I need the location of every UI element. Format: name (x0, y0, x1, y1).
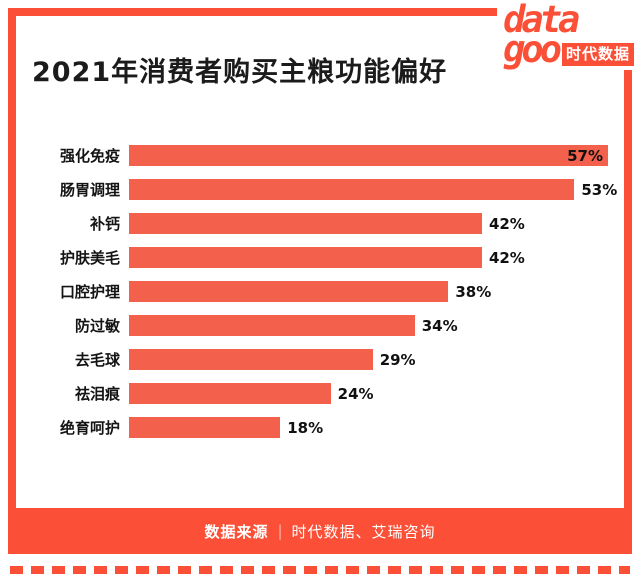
value-label: 18% (287, 418, 324, 437)
content-card: 2021年消费者购买主粮功能偏好 强化免疫 57% 肠胃调理 53% 补钙 42% 护肤美毛… (16, 16, 624, 508)
chart-row: 祛泪痕 24% (28, 383, 608, 404)
logo-badge: 时代数据 (561, 42, 634, 66)
chart-row: 肠胃调理 53% (28, 179, 617, 200)
bar (129, 247, 482, 268)
value-label: 29% (379, 350, 416, 369)
category-label: 口腔护理 (59, 283, 120, 301)
bar-track: 29% (129, 349, 608, 370)
value-label: 57% (567, 146, 603, 165)
category-label: 去毛球 (74, 351, 120, 369)
bar (129, 349, 373, 370)
chart-row: 口腔护理 38% (28, 281, 608, 302)
bar-track: 57% (129, 145, 608, 166)
bar-track: 34% (129, 315, 608, 336)
value-label: 24% (337, 384, 374, 403)
chart-row: 强化免疫 57% (28, 145, 608, 166)
bar (129, 213, 482, 234)
bar-track: 24% (129, 383, 608, 404)
chart-row: 护肤美毛 42% (28, 247, 608, 268)
chart-row: 绝育呵护 18% (28, 417, 608, 438)
category-label: 护肤美毛 (59, 249, 120, 267)
bar-track: 53% (129, 179, 617, 200)
chart-row: 补钙 42% (28, 213, 608, 234)
chart-row: 防过敏 34% (28, 315, 608, 336)
value-label: 42% (488, 248, 525, 267)
bar (129, 383, 331, 404)
value-label: 53% (581, 180, 618, 199)
orange-frame: 2021年消费者购买主粮功能偏好 强化免疫 57% 肠胃调理 53% 补钙 42% 护肤美毛… (8, 8, 632, 554)
brand-logo: data goo 时代数据 (497, 0, 636, 72)
bar (129, 315, 415, 336)
perforated-edge (10, 566, 630, 574)
source-label: 数据来源 (204, 522, 269, 541)
source-separator: | (277, 522, 283, 540)
value-label: 34% (421, 316, 458, 335)
category-label: 补钙 (89, 215, 120, 233)
category-label: 绝育呵护 (59, 419, 120, 437)
bar-chart: 强化免疫 57% 肠胃调理 53% 补钙 42% 护肤美毛 42% 口腔护理 38% 防过敏 34% 去… (28, 145, 617, 438)
logo-word-line2: goo (503, 28, 562, 72)
chart-rows: 强化免疫 57% 肠胃调理 53% 补钙 42% 护肤美毛 42% 口腔护理 38% 防过敏 34% 去… (28, 145, 617, 438)
bar: 57% (129, 145, 608, 166)
bar (129, 179, 575, 200)
bar (129, 417, 281, 438)
bar (129, 281, 449, 302)
logo-word-line1: data (503, 0, 580, 41)
category-label: 肠胃调理 (59, 181, 120, 199)
value-label: 42% (488, 214, 525, 233)
chart-row: 去毛球 29% (28, 349, 608, 370)
value-label: 38% (455, 282, 492, 301)
source-text: 时代数据、艾瑞咨询 (291, 522, 436, 541)
category-label: 强化免疫 (59, 147, 120, 165)
chart-title: 2021年消费者购买主粮功能偏好 (32, 57, 448, 88)
category-label: 防过敏 (74, 317, 120, 335)
bar-track: 38% (129, 281, 608, 302)
bar-track: 42% (129, 213, 608, 234)
category-label: 祛泪痕 (74, 385, 120, 403)
bar-track: 42% (129, 247, 608, 268)
bar-track: 18% (129, 417, 608, 438)
source-footer: 数据来源 | 时代数据、艾瑞咨询 (8, 508, 632, 554)
